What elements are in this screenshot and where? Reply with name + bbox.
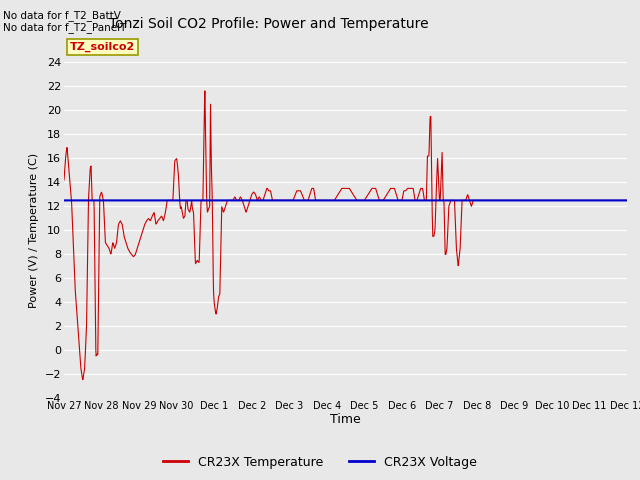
Y-axis label: Power (V) / Temperature (C): Power (V) / Temperature (C) [29, 153, 39, 308]
Text: No data for f_T2_BattV: No data for f_T2_BattV [3, 11, 121, 22]
X-axis label: Time: Time [330, 413, 361, 426]
Text: TZ_soilco2: TZ_soilco2 [70, 42, 135, 52]
Legend: CR23X Temperature, CR23X Voltage: CR23X Temperature, CR23X Voltage [159, 451, 481, 474]
Text: No data for f_T2_PanelT: No data for f_T2_PanelT [3, 23, 127, 34]
Text: Tonzi Soil CO2 Profile: Power and Temperature: Tonzi Soil CO2 Profile: Power and Temper… [109, 17, 429, 31]
